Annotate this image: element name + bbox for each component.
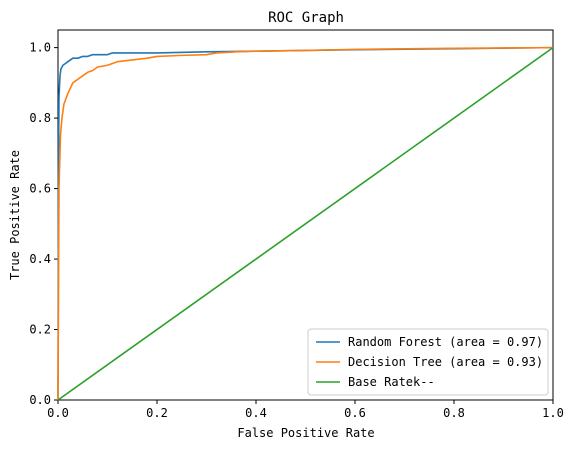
series-line-1 (57, 46, 554, 401)
x-tick-label: 0.0 (47, 406, 69, 420)
y-tick-label: 1.0 (29, 41, 51, 55)
y-tick-label: 0.0 (29, 393, 51, 407)
chart-title: ROC Graph (268, 10, 344, 26)
legend-entry: Base Ratek-- (348, 375, 435, 389)
y-axis-ticks: 0.0 0.2 0.4 0.6 0.8 1.0 (29, 41, 58, 407)
x-tick-label: 0.6 (344, 406, 366, 420)
x-tick-label: 0.4 (245, 406, 267, 420)
x-tick-label: 0.8 (443, 406, 465, 420)
x-axis-label: False Positive Rate (237, 426, 374, 440)
x-axis-ticks: 0.0 0.2 0.4 0.6 0.8 1.0 (47, 400, 564, 420)
y-tick-label: 0.6 (29, 182, 51, 196)
series-line-2 (57, 46, 554, 401)
legend: Random Forest (area = 0.97) Decision Tree… (307, 328, 549, 396)
y-axis-label: True Positive Rate (8, 150, 22, 280)
x-tick-label: 0.2 (146, 406, 168, 420)
x-tick-label: 1.0 (542, 406, 564, 420)
y-tick-label: 0.2 (29, 323, 51, 337)
y-tick-label: 0.8 (29, 111, 51, 125)
legend-entry: Decision Tree (area = 0.93) (348, 355, 543, 369)
y-tick-label: 0.4 (29, 252, 51, 266)
series-lines (57, 46, 554, 401)
legend-entry: Random Forest (area = 0.97) (348, 335, 543, 349)
legend-box (307, 328, 549, 396)
